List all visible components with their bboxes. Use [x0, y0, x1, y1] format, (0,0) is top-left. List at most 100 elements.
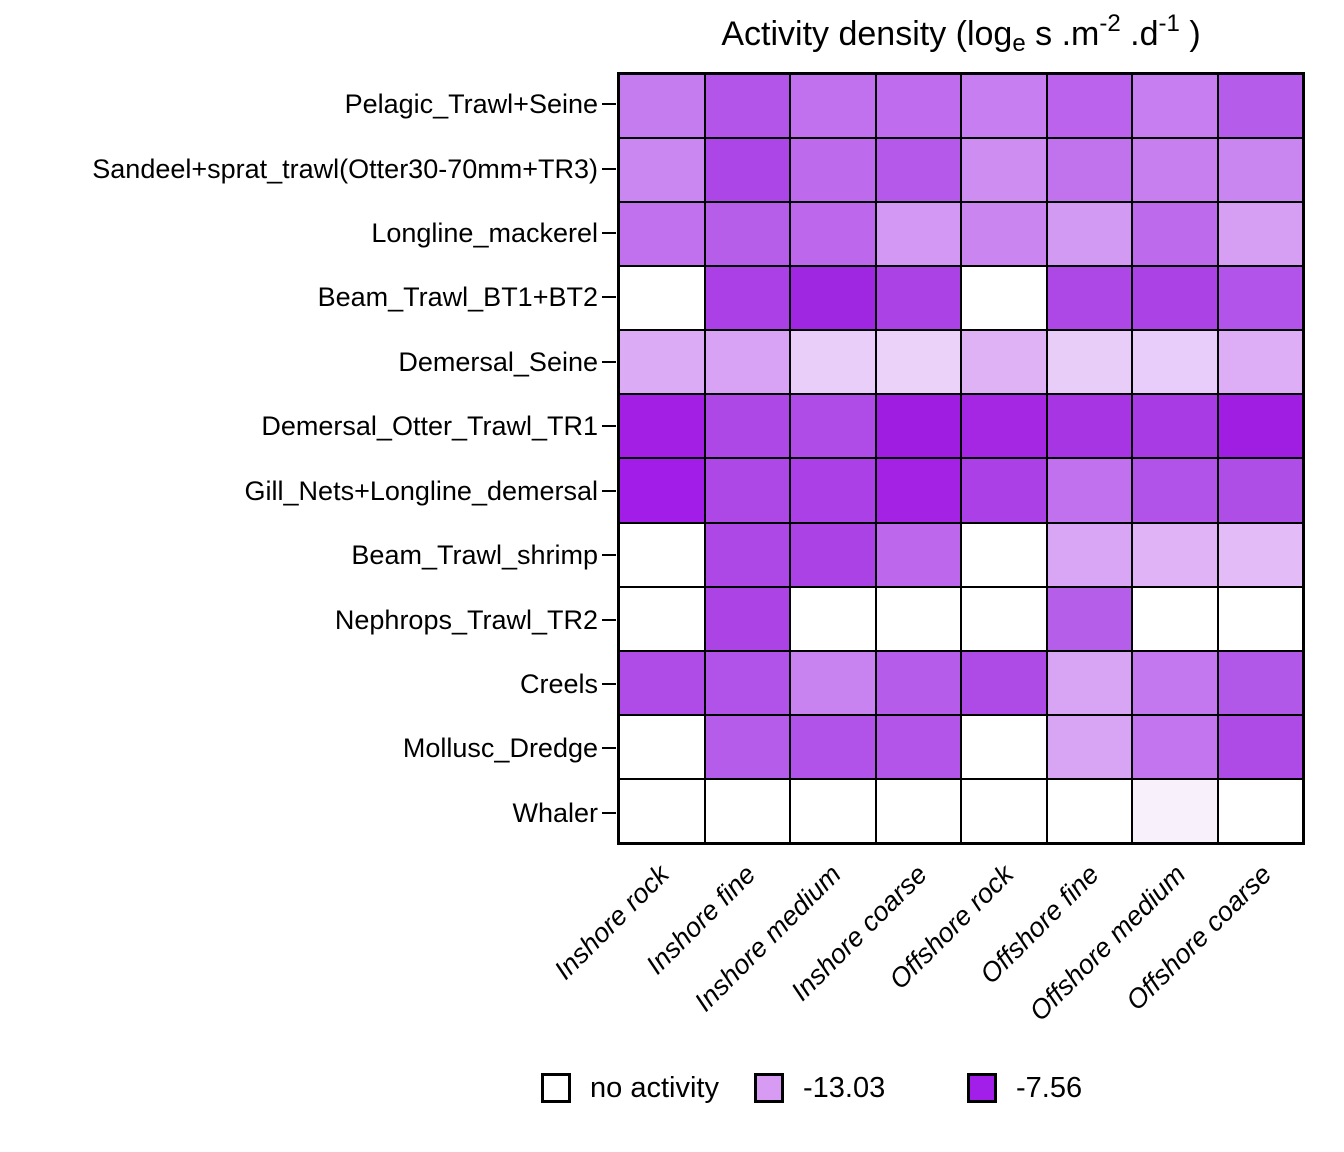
heatmap-cell: [791, 75, 875, 138]
heatmap-cell: [876, 779, 960, 842]
heatmap-cell: [620, 203, 704, 266]
heatmap-cell: [1133, 395, 1217, 458]
heatmap-cell: [791, 715, 875, 778]
heatmap-cell: [876, 203, 960, 266]
heatmap-cell: [1218, 267, 1302, 330]
heatmap-cell: [1218, 651, 1302, 714]
heatmap-cell: [1218, 715, 1302, 778]
heatmap-cell: [620, 459, 704, 522]
legend-swatch: [541, 1073, 571, 1103]
legend-label: no activity: [590, 1071, 719, 1104]
y-axis-tick: [602, 103, 616, 106]
heatmap-cell: [962, 203, 1046, 266]
x-axis-label: Offshore medium: [1023, 859, 1192, 1027]
y-axis-tick: [602, 811, 616, 814]
heatmap-cell: [962, 267, 1046, 330]
heatmap-cell: [1218, 587, 1302, 650]
heatmap-cell: [620, 779, 704, 842]
chart-title-prefix: Activity density (log: [721, 15, 1013, 53]
heatmap-cell: [876, 459, 960, 522]
heatmap-cell: [705, 331, 789, 394]
heatmap-cell: [705, 715, 789, 778]
heatmap-cell: [1047, 331, 1131, 394]
heatmap-cell: [791, 395, 875, 458]
heatmap-cell: [791, 203, 875, 266]
y-axis-label: Creels: [519, 668, 598, 699]
y-axis-tick: [602, 167, 616, 170]
legend-item: no activity: [541, 1071, 719, 1105]
y-axis-label: Demersal_Seine: [398, 346, 598, 377]
legend-label: -7.56: [1016, 1071, 1083, 1104]
heatmap-cell: [876, 587, 960, 650]
heatmap-cell: [1133, 203, 1217, 266]
heatmap-cell: [962, 139, 1046, 202]
heatmap-cell: [962, 779, 1046, 842]
heatmap-cell: [1047, 395, 1131, 458]
heatmap-cell: [620, 75, 704, 138]
y-axis-label: Demersal_Otter_Trawl_TR1: [261, 411, 598, 442]
y-axis-label: Gill_Nets+Longline_demersal: [244, 475, 598, 506]
heatmap-cell: [1133, 523, 1217, 586]
heatmap-cell: [962, 587, 1046, 650]
heatmap-grid: [617, 72, 1305, 845]
legend-item: -7.56: [967, 1071, 1082, 1105]
heatmap-cell: [876, 395, 960, 458]
chart-title-superscript-minus1: -1: [1158, 10, 1180, 37]
heatmap-cell: [620, 139, 704, 202]
heatmap-cell: [791, 779, 875, 842]
y-axis-label: Whaler: [512, 797, 598, 828]
heatmap-cell: [876, 267, 960, 330]
y-axis-tick: [602, 489, 616, 492]
heatmap-cell: [1133, 459, 1217, 522]
heatmap-cell: [1047, 779, 1131, 842]
chart-title-mid2: .d: [1120, 15, 1159, 53]
heatmap-cell: [791, 331, 875, 394]
heatmap-cell: [876, 523, 960, 586]
heatmap-cell: [620, 267, 704, 330]
legend-item: -13.03: [754, 1071, 885, 1105]
y-axis-tick: [602, 232, 616, 235]
heatmap-cell: [1218, 523, 1302, 586]
heatmap-cell: [705, 267, 789, 330]
y-axis-tick: [602, 554, 616, 557]
heatmap-cell: [1218, 331, 1302, 394]
legend-swatch: [754, 1073, 784, 1103]
heatmap-cell: [705, 523, 789, 586]
heatmap-cell: [705, 651, 789, 714]
heatmap-cell: [876, 75, 960, 138]
heatmap-cell: [791, 139, 875, 202]
x-axis-label: Offshore coarse: [1120, 859, 1278, 1017]
chart-title-mid1: s .m: [1025, 15, 1100, 53]
heatmap-cell: [620, 395, 704, 458]
heatmap-cell: [962, 523, 1046, 586]
heatmap-cell: [876, 715, 960, 778]
heatmap-cell: [1218, 459, 1302, 522]
y-axis-tick: [602, 747, 616, 750]
heatmap-cell: [705, 395, 789, 458]
x-axis-label: Inshore medium: [689, 859, 848, 1018]
heatmap-cell: [962, 331, 1046, 394]
y-axis-tick: [602, 360, 616, 363]
heatmap-cell: [620, 715, 704, 778]
heatmap-cell: [962, 75, 1046, 138]
heatmap-cell: [620, 331, 704, 394]
heatmap-cell: [1218, 75, 1302, 138]
heatmap-cell: [876, 651, 960, 714]
heatmap-cell: [1047, 75, 1131, 138]
heatmap-cell: [791, 459, 875, 522]
y-axis-tick: [602, 682, 616, 685]
heatmap-cell: [1133, 779, 1217, 842]
chart-title: Activity density (loge s .m-2 .d-1 ): [617, 10, 1305, 58]
heatmap-cell: [620, 651, 704, 714]
heatmap-cell: [1218, 203, 1302, 266]
y-axis-tick: [602, 618, 616, 621]
heatmap-cell: [1133, 75, 1217, 138]
heatmap-cell: [962, 715, 1046, 778]
heatmap-cell: [1133, 139, 1217, 202]
legend-swatch: [967, 1073, 997, 1103]
chart-title-suffix: ): [1179, 15, 1201, 53]
heatmap-cell: [705, 139, 789, 202]
heatmap-cell: [620, 587, 704, 650]
heatmap-cell: [705, 459, 789, 522]
